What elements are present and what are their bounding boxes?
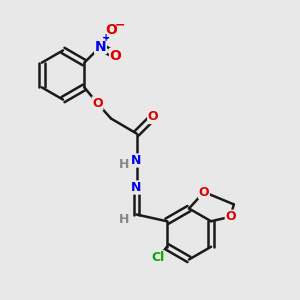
Text: N: N xyxy=(95,40,106,53)
Text: H: H xyxy=(119,158,129,172)
Text: O: O xyxy=(199,185,209,199)
Text: O: O xyxy=(148,110,158,124)
Text: +: + xyxy=(102,33,110,43)
Text: O: O xyxy=(92,97,103,110)
Text: Cl: Cl xyxy=(151,251,164,264)
Text: H: H xyxy=(119,213,129,226)
Text: O: O xyxy=(106,23,118,37)
Text: O: O xyxy=(110,49,122,62)
Text: N: N xyxy=(131,181,142,194)
Text: −: − xyxy=(115,18,125,32)
Text: N: N xyxy=(131,154,142,167)
Text: O: O xyxy=(225,210,236,223)
